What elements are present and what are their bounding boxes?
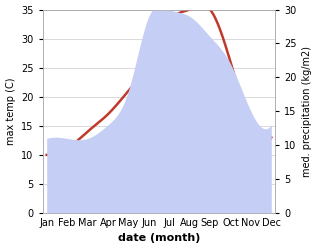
- Y-axis label: max temp (C): max temp (C): [5, 77, 16, 145]
- X-axis label: date (month): date (month): [118, 234, 200, 244]
- Y-axis label: med. precipitation (kg/m2): med. precipitation (kg/m2): [302, 46, 313, 177]
